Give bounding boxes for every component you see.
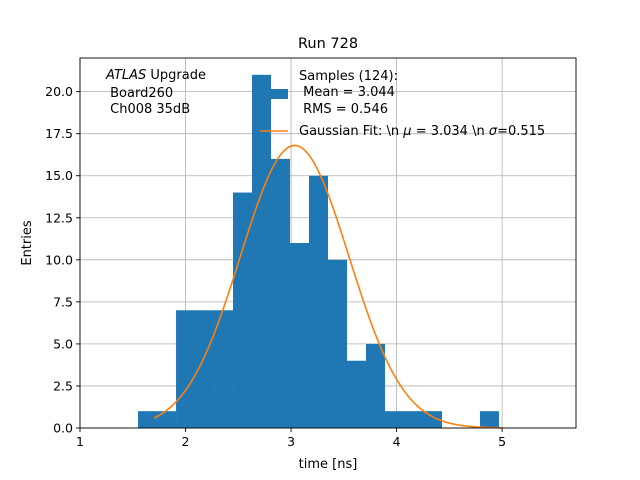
annotation-atlas: ATLAS — [105, 68, 146, 83]
legend-samples-line-1: Samples (124): — [299, 69, 398, 84]
histogram-bar — [384, 411, 404, 428]
histogram-bar — [403, 411, 423, 428]
y-axis-label: Entries — [20, 220, 35, 266]
y-tick-label-2: 5.0 — [53, 336, 73, 351]
histogram-bar — [233, 192, 253, 428]
x-tick-label-1: 2 — [182, 434, 190, 449]
histogram-bar — [271, 158, 291, 428]
annotation-channel: Ch008 35dB — [106, 102, 190, 117]
legend-fit-pre: Gaussian Fit: \n — [299, 124, 403, 139]
gaussian-fit-curve — [153, 144, 503, 429]
histogram-bar — [479, 411, 499, 428]
histogram-bar — [309, 175, 328, 428]
plot-frame — [79, 57, 577, 429]
histogram-bar — [328, 259, 347, 428]
x-tick-label-4: 5 — [498, 434, 506, 449]
histogram-bar — [290, 243, 310, 428]
histogram-bars — [138, 74, 499, 429]
y-tick-label-1: 2.5 — [53, 378, 73, 393]
histogram-bar — [422, 411, 442, 428]
legend-samples-line-3: RMS = 0.546 — [299, 102, 388, 117]
annotation-board: Board260 — [106, 86, 173, 101]
legend-fit-sigma: σ — [489, 124, 498, 139]
y-tick-label-5: 12.5 — [45, 210, 73, 225]
annotation-upgrade: Upgrade — [146, 68, 206, 83]
histogram-bar — [176, 310, 196, 428]
y-tick-label-8: 20.0 — [45, 84, 73, 99]
legend-samples-line-2: Mean = 3.044 — [299, 85, 395, 100]
legend-fit-mid: = 3.034 \n — [412, 124, 489, 139]
legend-fit-label: Gaussian Fit: \n μ = 3.034 \n σ=0.515 — [299, 124, 545, 139]
histogram-bar — [138, 411, 158, 428]
histogram-bar — [214, 310, 234, 428]
x-axis-label: time [ns] — [299, 457, 358, 472]
x-axis-ticks: 1 2 3 4 5 — [76, 428, 506, 449]
histogram-bar — [252, 74, 272, 429]
chart-title: Run 728 — [298, 36, 358, 52]
histogram-bar — [157, 411, 177, 428]
atlas-annotation: ATLAS Upgrade Board260 Ch008 35dB — [105, 68, 206, 117]
legend: Samples (124): Mean = 3.044 RMS = 0.546 … — [260, 69, 545, 139]
legend-samples-swatch — [260, 89, 288, 99]
annotation-line-1: ATLAS Upgrade — [105, 68, 206, 83]
histogram-bar — [195, 310, 215, 428]
legend-fit-mu: μ — [402, 124, 411, 139]
histogram-bar — [365, 343, 385, 428]
y-tick-label-4: 10.0 — [45, 252, 73, 267]
y-axis-ticks: 0.0 2.5 5.0 7.5 10.0 12.5 15.0 17.5 20.0 — [45, 84, 80, 436]
y-tick-label-7: 17.5 — [45, 126, 73, 141]
x-tick-label-3: 4 — [393, 434, 401, 449]
x-tick-label-0: 1 — [76, 434, 84, 449]
y-tick-label-6: 15.0 — [45, 168, 73, 183]
legend-fit-post: =0.515 — [497, 124, 545, 139]
y-tick-label-3: 7.5 — [53, 294, 73, 309]
histogram-bar — [346, 360, 366, 428]
x-tick-label-2: 3 — [287, 434, 295, 449]
y-tick-label-0: 0.0 — [53, 421, 73, 436]
